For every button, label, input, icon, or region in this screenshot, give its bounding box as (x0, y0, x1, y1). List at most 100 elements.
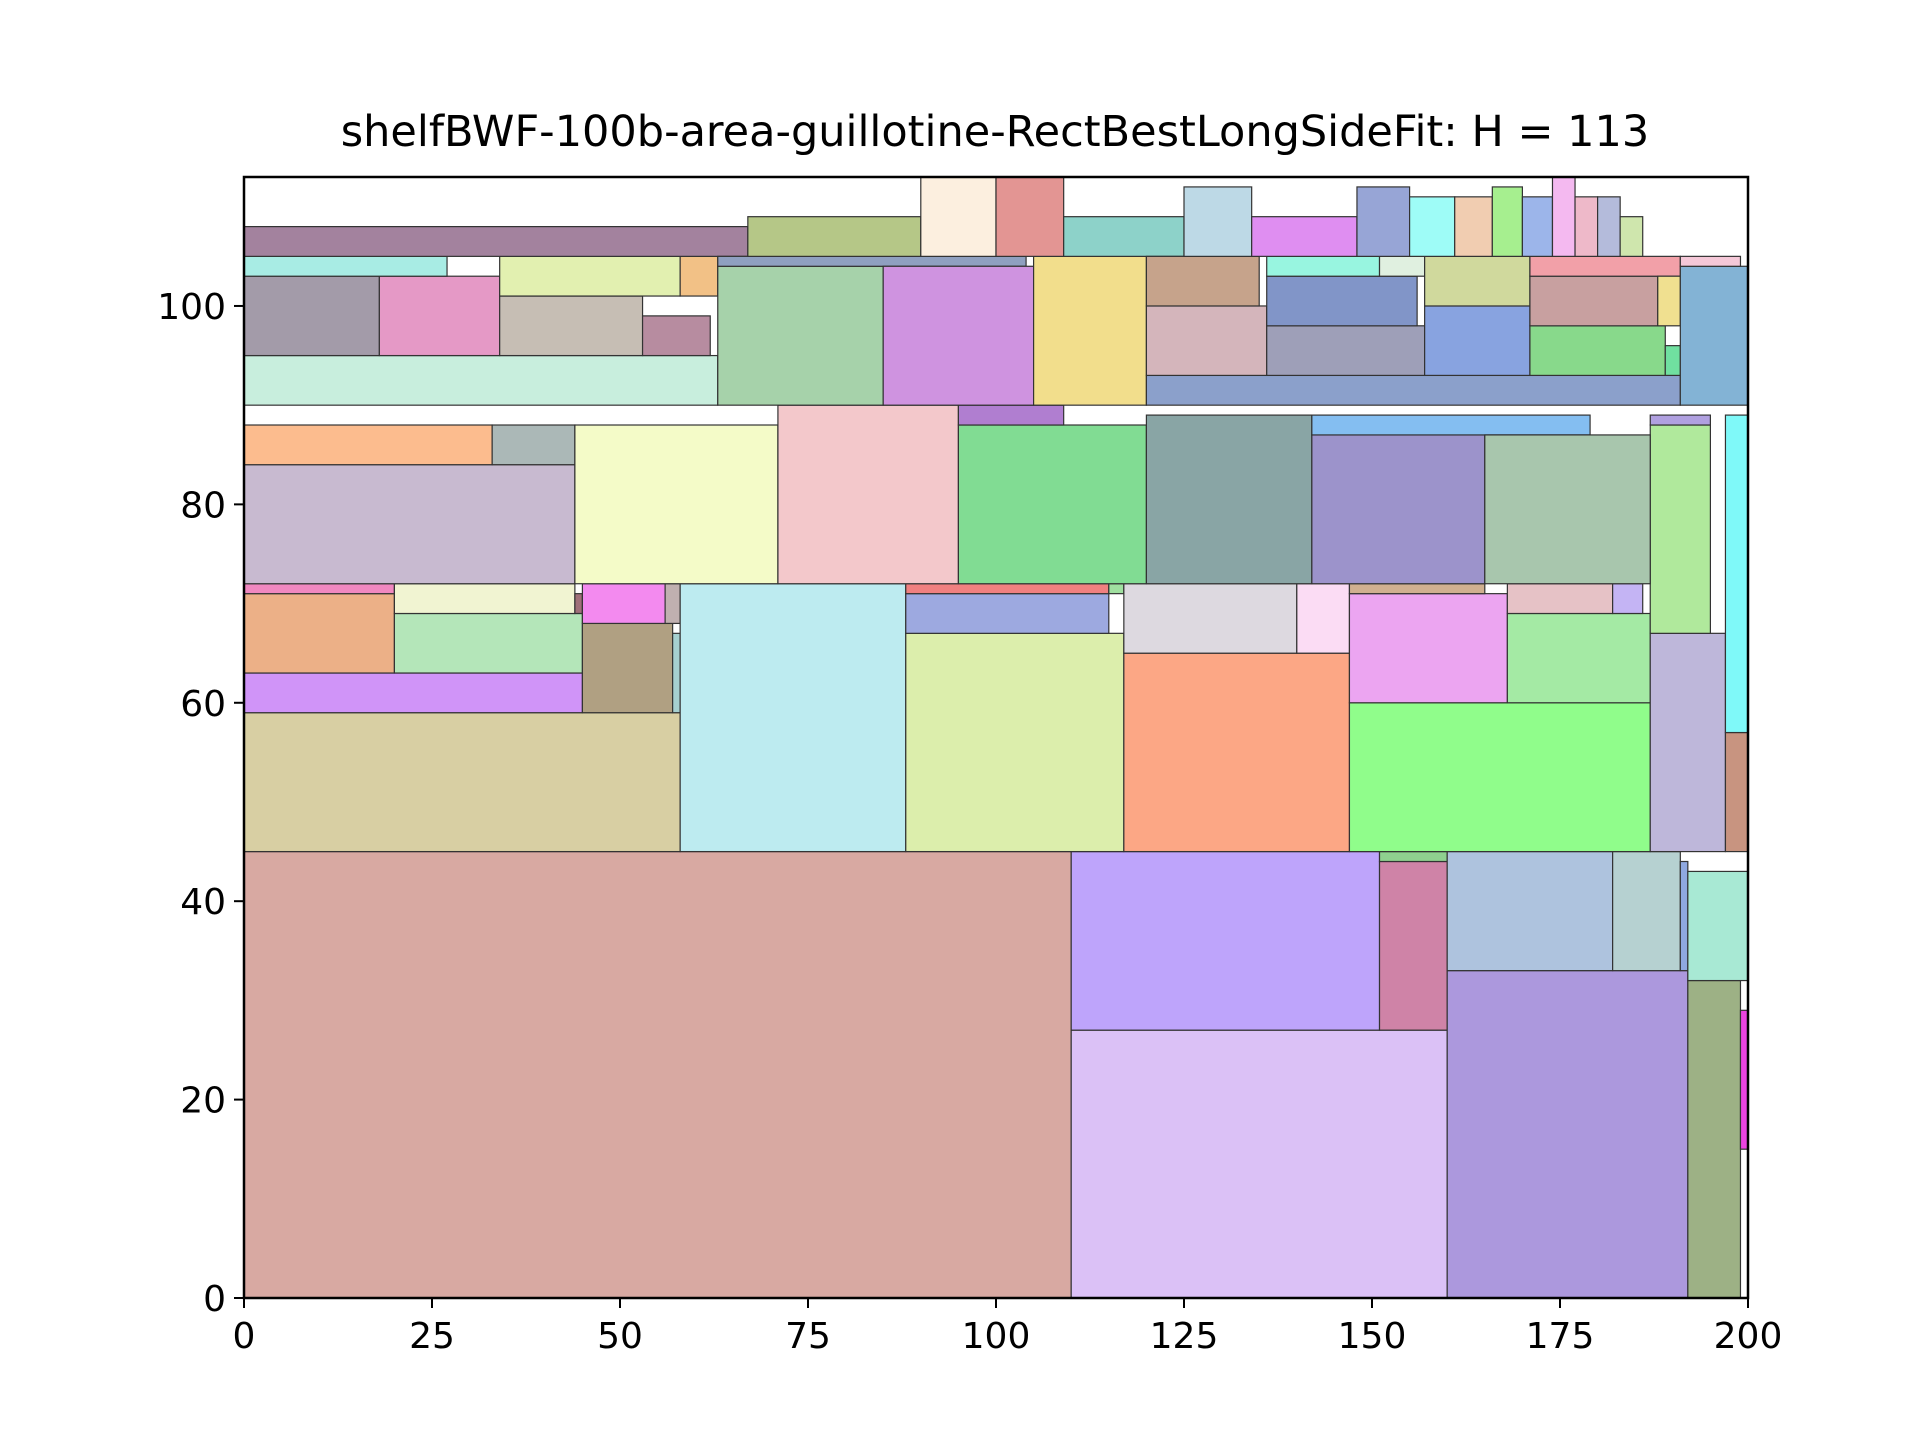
packed-rectangle-61 (243, 226, 749, 257)
packed-rectangle-87 (1251, 216, 1358, 257)
x-tick-label-6: 150 (1338, 1316, 1407, 1357)
packed-rectangle-66 (747, 216, 922, 257)
packed-rectangle-92 (1521, 196, 1554, 257)
packed-rectangle-57 (641, 315, 711, 357)
packed-rectangle-56 (499, 295, 644, 357)
packed-rectangle-96 (1619, 216, 1644, 257)
packed-rectangle-60 (679, 255, 719, 297)
y-tick-label-5: 100 (157, 287, 226, 328)
packed-rectangle-12 (243, 712, 681, 853)
packed-rectangle-25 (905, 593, 1110, 634)
x-tick-label-7: 175 (1526, 1316, 1595, 1357)
packed-rectangle-95 (1596, 196, 1621, 257)
packed-rectangle-78 (1424, 255, 1531, 307)
packed-rectangle-16 (393, 612, 583, 674)
packed-rectangle-85 (1679, 255, 1742, 267)
packed-rectangle-6 (1446, 850, 1614, 972)
packed-rectangle-35 (1506, 583, 1614, 615)
packed-rectangle-72 (1145, 255, 1260, 307)
x-tick-label-5: 125 (1150, 1316, 1219, 1357)
x-tick-label-4: 100 (962, 1316, 1031, 1357)
packed-rectangle-91 (1491, 186, 1523, 257)
packed-rectangle-93 (1551, 176, 1576, 257)
packed-rectangle-50 (1311, 434, 1486, 585)
packed-rectangle-32 (1348, 593, 1508, 704)
packed-rectangle-9 (1687, 979, 1742, 1299)
packed-rectangle-3 (1378, 860, 1448, 1031)
packed-rectangle-74 (1266, 275, 1418, 327)
y-tick-label-2: 40 (180, 882, 226, 923)
packed-rectangle-62 (717, 265, 884, 406)
y-tick-label-3: 60 (180, 684, 226, 725)
packed-rectangle-30 (1296, 583, 1351, 654)
packed-rectangle-7 (1612, 850, 1681, 972)
packed-rectangle-54 (243, 275, 380, 357)
packed-rectangle-88 (1356, 186, 1411, 257)
packed-rectangle-38 (1724, 731, 1749, 853)
packed-rectangle-51 (1311, 414, 1591, 436)
packed-rectangle-94 (1574, 196, 1599, 257)
rectangles-layer (243, 176, 1749, 1299)
packed-rectangle-47 (957, 424, 1148, 585)
chart-title: shelfBWF-100b-area-guillotine-RectBestLo… (341, 107, 1649, 157)
packed-rectangle-77 (1424, 305, 1531, 377)
packed-rectangle-41 (1649, 414, 1711, 426)
y-tick-label-4: 80 (180, 485, 226, 526)
packed-rectangle-2 (1070, 850, 1381, 1031)
packed-rectangle-1 (1070, 1029, 1448, 1299)
packed-rectangle-14 (243, 593, 395, 674)
packed-rectangle-31 (1348, 702, 1651, 853)
x-tick-label-0: 0 (233, 1316, 256, 1357)
packed-rectangle-52 (1484, 434, 1651, 585)
packed-rectangle-43 (243, 424, 493, 466)
packed-rectangle-26 (905, 583, 1110, 595)
packed-rectangle-86 (1183, 186, 1253, 257)
packed-rectangle-90 (1454, 196, 1493, 257)
packed-rectangle-18 (574, 593, 584, 615)
packed-rectangle-37 (1649, 632, 1727, 853)
packed-rectangle-33 (1348, 583, 1486, 595)
packed-rectangle-0 (243, 850, 1072, 1299)
packed-rectangle-63 (717, 255, 1027, 267)
packed-rectangle-82 (1657, 275, 1681, 327)
packed-rectangle-8 (1679, 860, 1689, 972)
packed-rectangle-68 (995, 176, 1065, 257)
packed-rectangle-28 (1123, 652, 1351, 853)
packed-rectangle-5 (1446, 970, 1689, 1299)
packed-rectangle-75 (1266, 255, 1381, 277)
x-tick-label-2: 50 (597, 1316, 643, 1357)
packed-rectangle-89 (1408, 196, 1456, 257)
packed-rectangle-42 (243, 464, 576, 585)
packed-rectangle-23 (679, 583, 907, 853)
packed-rectangle-80 (1529, 275, 1659, 327)
packed-rectangle-34 (1506, 612, 1651, 704)
packed-rectangle-69 (1063, 216, 1185, 257)
packed-rectangle-81 (1529, 255, 1681, 277)
packed-rectangle-84 (1679, 265, 1749, 406)
packed-rectangle-29 (1123, 583, 1298, 654)
packed-rectangle-39 (1724, 414, 1749, 734)
packed-rectangle-20 (672, 632, 681, 714)
packed-rectangle-22 (664, 583, 681, 625)
packed-rectangle-4 (1378, 850, 1448, 863)
packed-rectangle-46 (777, 404, 959, 585)
packed-rectangle-70 (1145, 374, 1681, 406)
packed-rectangle-49 (1145, 414, 1313, 585)
packed-rectangle-36 (1612, 583, 1644, 615)
packed-rectangle-44 (491, 424, 576, 466)
x-tick-label-1: 25 (409, 1316, 455, 1357)
packed-rectangle-71 (1145, 305, 1268, 377)
packed-rectangle-24 (905, 632, 1125, 853)
y-tick-label-1: 20 (180, 1081, 226, 1122)
packed-rectangle-55 (378, 275, 501, 357)
packed-rectangle-10 (1687, 870, 1749, 982)
packed-rectangle-45 (574, 424, 779, 585)
packed-rectangle-17 (393, 583, 576, 615)
packed-rectangle-27 (1108, 583, 1125, 595)
packed-rectangle-48 (957, 404, 1065, 426)
x-tick-label-3: 75 (785, 1316, 831, 1357)
packed-rectangle-83 (1664, 345, 1681, 377)
packed-rectangle-58 (243, 255, 448, 277)
packed-rectangle-21 (581, 583, 666, 625)
